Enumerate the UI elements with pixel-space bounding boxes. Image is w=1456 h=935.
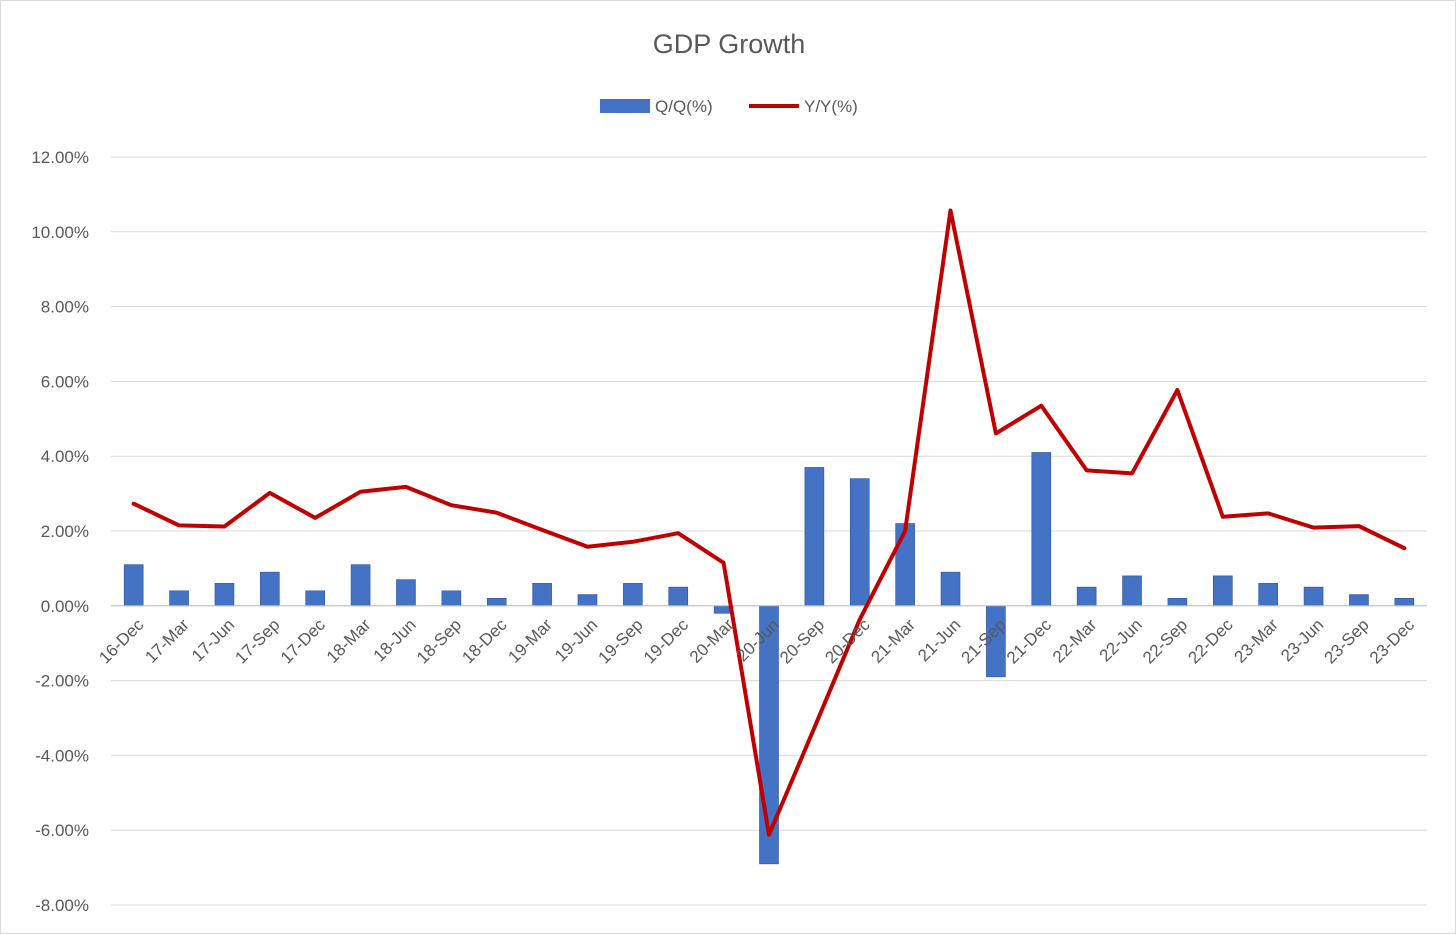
bar-qq <box>805 467 824 605</box>
x-tick-label: 21-Jun <box>914 615 964 665</box>
bar-qq <box>850 479 869 606</box>
y-tick-label: -6.00% <box>35 821 89 840</box>
x-tick-label: 18-Jun <box>370 615 420 665</box>
legend-label-qq: Q/Q(%) <box>655 97 713 116</box>
y-tick-label: 0.00% <box>41 597 89 616</box>
bar-qq <box>578 595 597 606</box>
x-tick-label: 17-Sep <box>231 615 283 667</box>
y-tick-label: 2.00% <box>41 522 89 541</box>
x-tick-label: 20-Mar <box>686 615 738 667</box>
y-tick-label: -4.00% <box>35 746 89 765</box>
x-tick-label: 20-Dec <box>821 615 874 668</box>
y-tick-label: 8.00% <box>41 298 89 317</box>
x-tick-label: 17-Dec <box>277 615 330 668</box>
bar-qq <box>1168 598 1187 605</box>
y-tick-label: 4.00% <box>41 447 89 466</box>
bar-qq <box>1032 452 1051 605</box>
x-tick-label: 17-Mar <box>141 615 193 667</box>
y-tick-label: -2.00% <box>35 672 89 691</box>
bar-qq <box>669 587 688 606</box>
bar-qq <box>1259 583 1278 605</box>
y-tick-label: 10.00% <box>31 223 89 242</box>
y-tick-label: 12.00% <box>31 148 89 167</box>
bar-qq <box>351 565 370 606</box>
bar-qq <box>1123 576 1142 606</box>
y-tick-label: -8.00% <box>35 896 89 915</box>
bar-qq <box>442 591 461 606</box>
bar-qq <box>124 565 143 606</box>
y-tick-label: 6.00% <box>41 372 89 391</box>
bar-qq <box>1349 595 1368 606</box>
legend: Q/Q(%) Y/Y(%) <box>600 97 858 116</box>
bar-qq <box>1304 587 1323 606</box>
bar-qq <box>170 591 189 606</box>
bar-qq <box>215 583 234 605</box>
bar-qq <box>487 598 506 605</box>
bar-qq <box>396 580 415 606</box>
bar-qq <box>1213 576 1232 606</box>
x-tick-label: 18-Mar <box>323 615 375 667</box>
x-tick-label: 23-Jun <box>1277 615 1327 665</box>
x-tick-label: 23-Dec <box>1366 615 1419 668</box>
x-tick-label: 23-Sep <box>1321 615 1373 667</box>
legend-swatch-qq <box>600 99 650 113</box>
bar-qq <box>941 572 960 606</box>
x-tick-label: 23-Mar <box>1230 615 1282 667</box>
x-tick-label: 16-Dec <box>95 615 148 668</box>
x-axis-labels: 16-Dec17-Mar17-Jun17-Sep17-Dec18-Mar18-J… <box>95 615 1418 668</box>
x-tick-label: 21-Mar <box>867 615 919 667</box>
bar-qq <box>533 583 552 605</box>
bar-qq <box>623 583 642 605</box>
x-tick-label: 22-Mar <box>1049 615 1101 667</box>
x-tick-label: 18-Dec <box>458 615 511 668</box>
bar-qq <box>1077 587 1096 606</box>
x-tick-label: 21-Dec <box>1003 615 1056 668</box>
x-tick-label: 19-Jun <box>551 615 601 665</box>
x-tick-label: 22-Dec <box>1184 615 1237 668</box>
legend-label-yy: Y/Y(%) <box>804 97 858 116</box>
chart-title: GDP Growth <box>653 29 806 59</box>
y-axis-labels: 12.00% 10.00% 8.00% 6.00% 4.00% 2.00% 0.00% -2.… <box>31 148 89 915</box>
bar-qq <box>1395 598 1414 605</box>
x-tick-label: 19-Dec <box>640 615 693 668</box>
x-tick-label: 22-Jun <box>1096 615 1146 665</box>
bar-qq <box>260 572 279 606</box>
x-tick-label: 20-Sep <box>776 615 828 667</box>
x-tick-label: 17-Jun <box>188 615 238 665</box>
bar-qq <box>896 524 915 606</box>
bar-qq <box>306 591 325 606</box>
x-tick-label: 18-Sep <box>413 615 465 667</box>
x-tick-label: 19-Sep <box>594 615 646 667</box>
x-tick-label: 19-Mar <box>504 615 556 667</box>
x-tick-label: 22-Sep <box>1139 615 1191 667</box>
